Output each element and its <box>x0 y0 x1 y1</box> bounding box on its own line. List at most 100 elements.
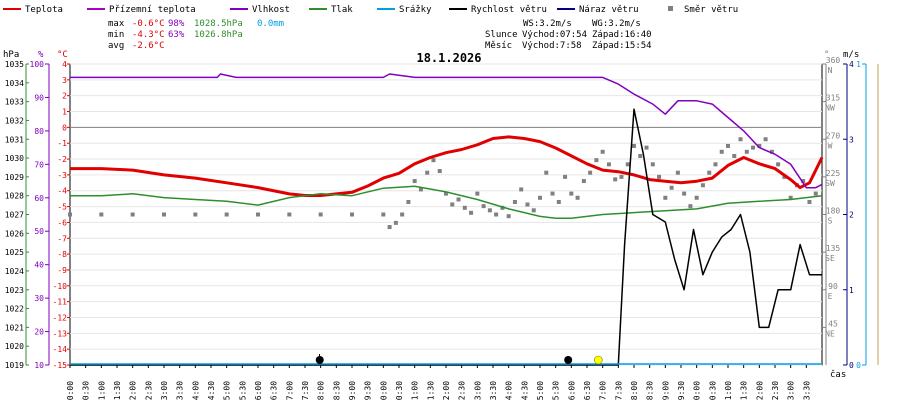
wind-direction-point <box>224 212 229 217</box>
humidity-tick-label: 40 <box>34 261 44 270</box>
pressure-tick-label: 1029 <box>5 173 24 182</box>
moon-label: Měsíc <box>485 41 512 51</box>
temp-tick-label: 4 <box>62 60 67 69</box>
series-line-vlhkost <box>70 73 823 189</box>
pressure-tick-label: 1025 <box>5 248 24 257</box>
direction-tick-label: 225 <box>826 169 841 178</box>
x-tick-label: 15:00 <box>536 381 545 400</box>
direction-compass-label: E <box>828 292 833 301</box>
stat-label: avg <box>108 41 124 51</box>
pressure-tick-label: 1035 <box>5 60 24 69</box>
wind-direction-point <box>625 162 630 167</box>
legend-label: Přízemní teplota <box>109 5 196 15</box>
wind-gust-info: WG:3.2m/s <box>592 19 641 29</box>
humidity-tick-label: 30 <box>34 294 44 303</box>
wind-direction-point <box>512 199 517 204</box>
wind-direction-point <box>619 174 624 179</box>
wind-direction-point <box>469 210 474 215</box>
pressure-tick-label: 1032 <box>5 116 24 125</box>
wind-direction-point <box>751 145 756 150</box>
wind-direction-point <box>650 162 655 167</box>
wind-direction-point <box>418 187 423 192</box>
temp-tick-label: 0 <box>62 123 67 132</box>
x-tick-label: 02:00 <box>129 381 138 400</box>
moonset-marker <box>564 356 573 364</box>
temp-tick-label: -5 <box>57 203 67 212</box>
wind-direction-point <box>600 149 605 154</box>
temp-tick-label: -9 <box>57 266 67 275</box>
x-tick-label: 13:00 <box>473 381 482 400</box>
speed-tick-label: 1 <box>849 286 854 295</box>
wind-direction-point <box>813 191 818 196</box>
x-tick-label: 22:00 <box>755 381 764 400</box>
pressure-axis-unit: hPa <box>3 50 19 60</box>
wind-direction-point <box>538 195 542 200</box>
x-tick-label: 16:00 <box>567 381 576 400</box>
wind-direction-point <box>688 204 693 209</box>
x-tick-label: 23:00 <box>787 381 796 400</box>
wind-direction-point <box>606 162 611 167</box>
x-tick-label: 14:30 <box>520 381 529 400</box>
x-tick-labels: 00:00 00:30 01:00 01:30 02:00 02:30 03:00 03:30… <box>66 381 811 400</box>
wind-direction-point <box>776 162 781 167</box>
x-tick-label: 09:00 <box>348 381 357 400</box>
wind-direction-point <box>744 149 749 154</box>
wind-direction-point <box>719 149 724 154</box>
pressure-tick-label: 1023 <box>5 286 24 295</box>
x-tick-label: 12:30 <box>458 381 467 400</box>
stat-label: max <box>108 19 125 29</box>
rain-tick-label: 1 <box>856 60 861 69</box>
x-tick-label: 17:00 <box>599 381 608 400</box>
wind-direction-point <box>494 212 499 217</box>
sunset-marker <box>594 355 603 365</box>
temp-tick-label: -11 <box>53 298 68 307</box>
wind-direction-point <box>769 149 774 154</box>
moonrise-time: Východ:7:58 <box>522 41 582 51</box>
speed-tick-label: 4 <box>849 60 854 69</box>
x-tick-label: 18:00 <box>630 381 639 400</box>
stat-temp: -2.6°C <box>132 41 165 51</box>
wind-direction-point <box>544 170 549 175</box>
speed-axis-unit: m/s <box>843 50 859 60</box>
temp-tick-label: -14 <box>53 345 68 354</box>
direction-compass-label: NW <box>825 104 835 113</box>
sunset-time: Západ:16:40 <box>592 30 652 40</box>
wind-direction-point <box>387 225 392 230</box>
wind-direction-point <box>807 199 812 204</box>
wind-direction-point <box>425 170 430 175</box>
x-tick-label: 23:30 <box>802 381 811 400</box>
stat-label: min <box>108 30 124 40</box>
dir-axis-unit: ° <box>824 50 829 60</box>
x-tick-label: 10:00 <box>379 381 388 400</box>
wind-direction-point <box>406 199 411 204</box>
x-tick-label: 08:00 <box>317 381 326 400</box>
series-line-teplota <box>70 135 824 197</box>
wind-direction-point <box>162 212 166 217</box>
pressure-tick-label: 1026 <box>5 229 24 238</box>
wind-direction-point <box>581 179 586 184</box>
rain-tick-label: 0 <box>856 361 861 370</box>
pressure-tick-label: 1021 <box>5 323 24 332</box>
pressure-tick-label: 1027 <box>5 211 24 220</box>
x-tick-label: 07:00 <box>285 381 294 400</box>
stat-pressure: 1028.5hPa <box>194 19 243 29</box>
direction-tick-label: 270 <box>826 131 841 140</box>
wind-direction-point <box>99 212 104 217</box>
wind-direction-point <box>675 170 680 175</box>
x-tick-label: 03:30 <box>176 381 185 400</box>
x-tick-label: 04:00 <box>191 381 200 400</box>
x-tick-label: 01:30 <box>113 381 122 400</box>
x-tick-label: 12:00 <box>442 381 451 400</box>
wind-direction-point <box>500 205 505 210</box>
x-tick-label: 09:30 <box>364 381 373 400</box>
x-tick-label: 21:00 <box>724 381 733 400</box>
wind-direction-point <box>456 197 461 202</box>
wind-direction-point <box>644 145 649 150</box>
wind-direction-point <box>726 143 730 148</box>
wind-direction-point <box>444 191 448 196</box>
stat-rain: 0.0mm <box>257 19 284 29</box>
legend-swatch <box>668 6 673 11</box>
wind-direction-point <box>450 202 455 207</box>
wind-direction-point <box>350 212 354 217</box>
